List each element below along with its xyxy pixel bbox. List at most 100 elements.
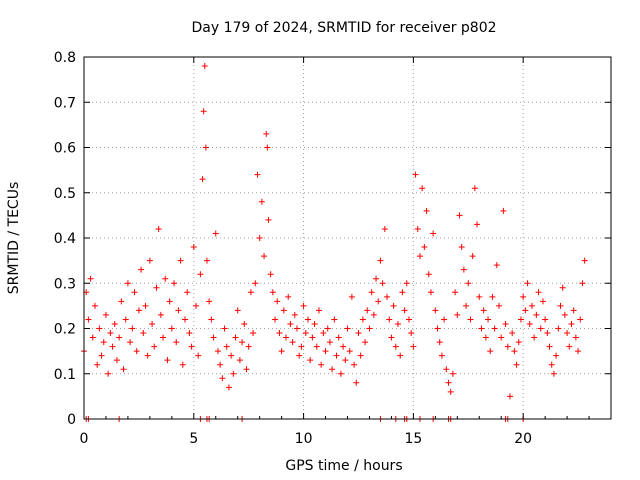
data-point [192,302,199,309]
data-point [307,357,314,364]
data-point [432,307,439,314]
data-point [239,339,246,346]
plot-frame [83,56,612,420]
data-point [201,63,208,70]
data-point [449,370,456,377]
data-point [283,334,290,341]
data-point [542,316,549,323]
data-point [164,357,171,364]
data-point [138,266,145,273]
data-point [539,298,546,305]
data-point [219,375,226,382]
data-point [236,357,243,364]
data-point [581,257,588,264]
data-point [212,230,219,237]
data-point [111,320,118,327]
data-point [225,384,232,391]
data-point [416,253,423,260]
data-point [533,311,540,318]
data-point [403,280,410,287]
data-point [447,388,454,395]
data-point [353,379,360,386]
data-point [388,334,395,341]
data-point [357,352,364,359]
x-tick-label: 20 [514,431,532,447]
data-point [425,271,432,278]
data-point [511,348,518,355]
grid [84,57,611,419]
y-axis: 0 0.1 0.2 0.3 0.4 0.5 0.6 0.7 0.8 [54,50,611,428]
x-axis-label: GPS time / hours [285,458,402,474]
data-point [579,280,586,287]
data-point [188,343,195,350]
data-point [561,311,568,318]
data-point [441,316,448,323]
data-point [118,298,125,305]
data-point [217,361,224,368]
data-point [153,284,160,291]
data-point [397,352,404,359]
data-point [285,293,292,300]
data-point [430,230,437,237]
data-point [109,343,116,350]
data-point [520,293,527,300]
data-point [197,271,204,278]
data-point [359,316,366,323]
data-point [324,325,331,332]
data-point [485,316,492,323]
data-point [210,334,217,341]
data-point [469,253,476,260]
data-point [537,325,544,332]
data-point [410,343,417,350]
y-tick-label: 0.1 [54,367,76,383]
data-point [522,307,529,314]
data-point [272,316,279,323]
data-point [298,343,305,350]
data-point [267,271,274,278]
data-point [460,266,467,273]
data-point [140,330,147,337]
data-point [377,257,384,264]
data-point [506,393,513,400]
data-point [175,307,182,314]
data-point [379,280,386,287]
data-point [419,185,426,192]
data-point [452,289,459,296]
data-point [322,348,329,355]
data-point [320,330,327,337]
data-point [535,289,542,296]
data-point [265,216,272,223]
data-point [570,307,577,314]
data-point [471,185,478,192]
data-point [186,330,193,337]
data-point [122,316,129,323]
data-point [264,144,271,151]
x-tick-label: 5 [189,431,198,447]
data-point [489,293,496,300]
data-point [575,348,582,355]
data-point [243,366,250,373]
data-point [131,289,138,296]
data-point [526,320,533,327]
data-point [390,302,397,309]
data-point [493,262,500,269]
data-point [230,370,237,377]
data-point [302,330,309,337]
data-point [113,357,120,364]
data-point [160,334,167,341]
data-point [179,361,186,368]
data-point [329,366,336,373]
data-point [456,212,463,219]
data-point [291,311,298,318]
data-point [247,289,254,296]
data-point [263,130,270,137]
data-point [408,330,415,337]
data-point [434,325,441,332]
data-point [572,334,579,341]
y-tick-label: 0.8 [54,50,76,66]
data-point [550,370,557,377]
data-point [120,366,127,373]
chart-title: Day 179 of 2024, SRMTID for receiver p80… [191,20,496,36]
data-point [557,302,564,309]
data-point [245,343,252,350]
